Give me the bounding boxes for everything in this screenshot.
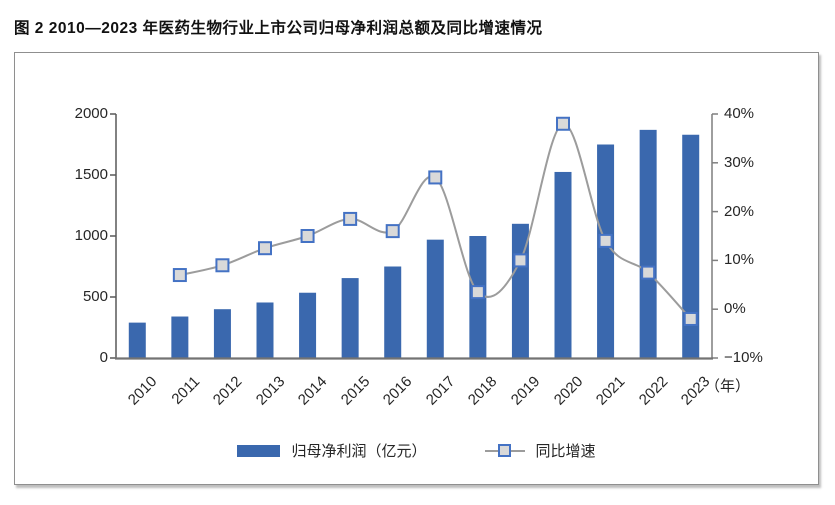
line-marker-2022: [641, 265, 656, 280]
line-marker-2011: [172, 268, 187, 283]
chart-legend: 归母净利润（亿元） 同比增速: [15, 440, 818, 461]
bar-2016: [384, 266, 402, 358]
line-marker-2018: [470, 285, 485, 300]
bar-2017: [426, 239, 444, 358]
bar-2023: [682, 134, 700, 358]
line-marker-2017: [428, 170, 443, 185]
y-left-tick-label: 1500: [74, 166, 108, 183]
legend-line-label: 同比增速: [535, 443, 596, 460]
y-right-tick-label: −10%: [724, 349, 763, 366]
y-left-tick-label: 0: [99, 349, 108, 366]
line-marker-2012: [215, 258, 230, 273]
y-right-tick-label: 0%: [724, 300, 746, 318]
bar-2010: [128, 322, 146, 358]
bar-2012: [213, 309, 231, 358]
line-marker-2015: [343, 211, 358, 226]
line-marker-icon: [484, 443, 525, 458]
line-marker-2016: [385, 224, 400, 239]
legend-bar-label: 归母净利润（亿元）: [291, 443, 427, 460]
growth-line: [179, 122, 692, 320]
bar-2011: [171, 316, 189, 358]
legend-item-bar: 归母净利润（亿元）: [237, 440, 427, 461]
legend-square-marker: [498, 444, 511, 457]
bar-2022: [639, 129, 657, 358]
x-axis-unit-label: （年）: [705, 378, 751, 395]
bar-swatch-icon: [237, 444, 281, 457]
y-left-tick-label: 2000: [74, 105, 108, 122]
line-marker-2020: [556, 116, 570, 131]
bar-2014: [299, 292, 317, 358]
y-right-tick-label: 30%: [724, 153, 755, 171]
y-right-tick-label: 10%: [724, 251, 755, 269]
line-marker-2019: [513, 253, 528, 268]
y-right-tick-label: 20%: [724, 202, 755, 220]
figure-title: 图 2 2010—2023 年医药生物行业上市公司归母净利润总额及同比增速情况: [14, 20, 543, 37]
line-marker-2014: [300, 229, 315, 243]
line-marker-2013: [258, 241, 272, 256]
y-left-tick-label: 1000: [74, 227, 108, 244]
y-right-tick-label: 40%: [724, 105, 755, 122]
bar-2021: [597, 144, 615, 358]
bar-2015: [341, 278, 359, 358]
y-left-tick-label: 500: [82, 288, 108, 305]
line-marker-2023: [683, 311, 698, 326]
bar-2020: [554, 171, 572, 358]
chart-container: 0 500 1000 1500 2000 −10% 0% 10% 20% 30% 40% 2010 20…: [14, 52, 819, 485]
legend-item-line: 同比增速: [484, 440, 596, 461]
bar-2013: [256, 302, 274, 358]
line-marker-2021: [598, 233, 613, 248]
combo-chart: [110, 113, 718, 360]
